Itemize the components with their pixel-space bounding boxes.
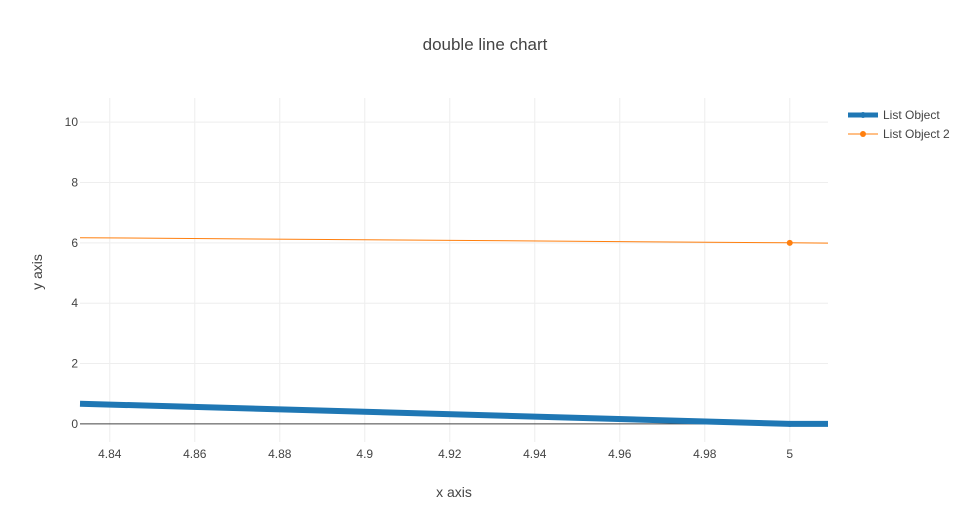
x-tick-label: 4.84: [98, 447, 122, 461]
x-tick-label: 4.98: [693, 447, 717, 461]
legend-item-2[interactable]: List Object 2: [848, 127, 950, 141]
data-point[interactable]: [786, 239, 793, 246]
legend-marker: [860, 112, 866, 118]
legend[interactable]: List Object List Object 2: [848, 108, 950, 141]
y-tick-label: 6: [71, 236, 78, 250]
data-point[interactable]: [786, 420, 793, 427]
x-axis-title: x axis: [436, 484, 472, 500]
series-line-2: [79, 237, 829, 244]
grid: [80, 98, 828, 442]
x-axis-ticks: 4.84 4.86 4.88 4.9 4.92 4.94 4.96 4.98 5: [98, 447, 793, 461]
y-axis-title: y axis: [29, 254, 45, 290]
x-tick-label: 4.86: [183, 447, 207, 461]
x-tick-label: 4.88: [268, 447, 292, 461]
chart-title: double line chart: [423, 35, 548, 54]
series-line-1: [79, 400, 828, 427]
series-layer: [79, 237, 829, 427]
y-axis-ticks: 0 2 4 6 8 10: [65, 115, 79, 431]
y-tick-label: 10: [65, 115, 79, 129]
legend-label: List Object: [883, 108, 940, 122]
legend-item-1[interactable]: List Object: [848, 108, 940, 122]
legend-marker: [860, 131, 866, 137]
x-tick-label: 5: [786, 447, 793, 461]
x-tick-label: 4.92: [438, 447, 462, 461]
x-tick-label: 4.9: [356, 447, 373, 461]
y-tick-label: 8: [71, 175, 78, 189]
y-tick-label: 2: [71, 357, 78, 371]
y-tick-label: 4: [71, 296, 78, 310]
legend-label: List Object 2: [883, 127, 950, 141]
x-tick-label: 4.94: [523, 447, 547, 461]
y-tick-label: 0: [71, 417, 78, 431]
x-tick-label: 4.96: [608, 447, 632, 461]
